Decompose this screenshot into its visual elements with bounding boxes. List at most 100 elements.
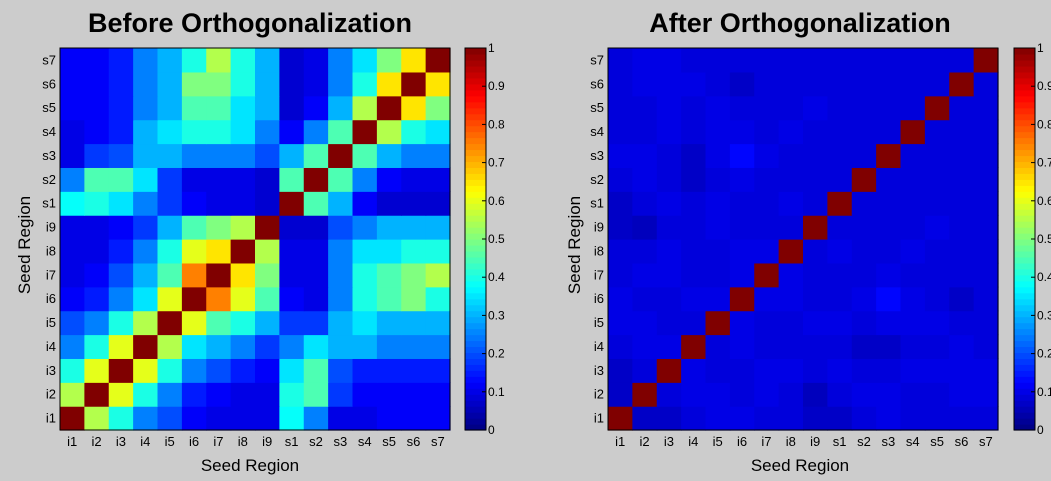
heatmap-cell — [206, 382, 232, 407]
heatmap-cell — [255, 143, 280, 168]
heatmap-cell — [352, 48, 378, 73]
colorbar-segment — [465, 59, 486, 67]
y-tick-label: i2 — [46, 387, 56, 402]
heatmap-cell — [181, 191, 207, 216]
heatmap-cell — [778, 382, 804, 407]
colorbar-segment — [465, 376, 486, 383]
heatmap-cell — [656, 71, 682, 97]
colorbar-segment — [1014, 244, 1035, 252]
colorbar-segment — [465, 227, 486, 234]
heatmap-cell — [352, 262, 378, 288]
heatmap-cell — [778, 262, 804, 288]
heatmap-cell — [352, 215, 378, 240]
heatmap-cell — [206, 310, 232, 336]
y-tick-label: i6 — [46, 291, 56, 306]
colorbar-segment — [465, 310, 486, 318]
heatmap-cell — [876, 71, 902, 97]
heatmap-cell — [754, 48, 780, 73]
heatmap-cell — [900, 406, 926, 431]
heatmap-cell — [705, 119, 731, 145]
heatmap-cell — [608, 358, 633, 383]
x-tick-label: i2 — [91, 434, 101, 449]
colorbar-segment — [1014, 197, 1035, 204]
heatmap-cell — [973, 71, 999, 97]
heatmap-cell — [84, 143, 110, 168]
heatmap-cell — [973, 262, 999, 288]
heatmap-cell — [279, 119, 305, 145]
heatmap-cell — [401, 310, 427, 336]
heatmap-cell — [206, 71, 232, 97]
heatmap-cell — [949, 262, 975, 288]
x-tick-label: s5 — [930, 434, 944, 449]
heatmap-cell — [851, 310, 877, 336]
y-tick-label: s2 — [590, 172, 604, 187]
heatmap-cell — [60, 239, 85, 264]
heatmap-cell — [425, 71, 451, 97]
colorbar-tick-label: 0.2 — [488, 347, 505, 361]
colorbar-segment — [1014, 119, 1035, 127]
x-tick-label: i1 — [615, 434, 625, 449]
heatmap-cell — [827, 71, 853, 97]
colorbar-segment — [465, 119, 486, 127]
heatmap-cell — [255, 406, 280, 431]
heatmap-cell — [157, 48, 183, 73]
colorbar-segment — [465, 71, 486, 79]
colorbar-segment — [1014, 149, 1035, 157]
heatmap-cell — [352, 95, 378, 121]
heatmap-cell — [181, 239, 207, 264]
heatmap-cell — [827, 262, 853, 288]
heatmap-cell — [60, 119, 85, 145]
colorbar-segment — [465, 328, 486, 336]
colorbar-segment — [1014, 304, 1035, 312]
heatmap-cell — [681, 143, 707, 168]
heatmap-cell — [827, 48, 853, 73]
colorbar-tick-label: 0.9 — [488, 79, 505, 93]
colorbar-segment — [465, 412, 486, 419]
colorbar-tick-label: 0.5 — [1037, 232, 1051, 246]
heatmap-cell — [754, 239, 780, 264]
heatmap-cell — [803, 382, 828, 407]
heatmap-cell — [632, 262, 658, 288]
colorbar-segment — [465, 215, 486, 222]
heatmap-cell — [973, 239, 999, 264]
heatmap-cell — [973, 334, 999, 359]
heatmap-cell — [328, 71, 354, 97]
x-tick-label: i6 — [189, 434, 199, 449]
heatmap-cell — [401, 334, 427, 359]
colorbar-segment — [465, 262, 486, 270]
heatmap-cell — [206, 215, 232, 240]
heatmap-cell — [133, 382, 159, 407]
heatmap-cell — [827, 310, 853, 336]
colorbar-segment — [1014, 346, 1035, 354]
heatmap-cell — [729, 143, 755, 168]
heatmap-cell — [729, 119, 755, 145]
heatmap-cell — [303, 119, 329, 145]
colorbar-tick-label: 0.4 — [1037, 270, 1051, 284]
x-tick-label: s2 — [309, 434, 323, 449]
heatmap-cell — [851, 191, 877, 216]
heatmap-cell — [376, 95, 402, 121]
heatmap-cell — [876, 334, 902, 359]
heatmap-cell — [376, 286, 402, 312]
heatmap-cell — [255, 95, 280, 121]
heatmap-cell — [900, 48, 926, 73]
colorbar-tick-label: 0.9 — [1037, 79, 1051, 93]
heatmap-cell — [376, 48, 402, 73]
x-tick-labels: i1 i2 i3 i4 i5 i6 i7 i8 i9 s1 s2 s3 s4 s5 s6 s7 — [615, 434, 993, 449]
colorbar-segment — [465, 352, 486, 359]
y-tick-label: s2 — [42, 172, 56, 187]
y-tick-label: i3 — [46, 363, 56, 378]
heatmap-cell — [656, 215, 682, 240]
heatmap-cell — [803, 191, 828, 216]
heatmap-cell — [608, 239, 633, 264]
heatmap-cell — [133, 119, 159, 145]
heatmap-cell — [157, 239, 183, 264]
heatmap-cell — [632, 167, 658, 192]
heatmap-cell — [328, 262, 354, 288]
heatmap-cell — [851, 95, 877, 121]
heatmap-cell — [900, 95, 926, 121]
colorbar-segment — [1014, 143, 1035, 151]
heatmap-cell — [425, 358, 451, 383]
colorbar-segment — [1014, 340, 1035, 348]
heatmap-cell — [900, 191, 926, 216]
